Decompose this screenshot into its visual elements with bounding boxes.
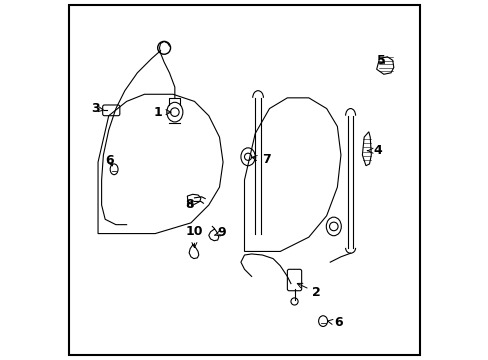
Text: 6: 6 [327,316,342,329]
Text: 9: 9 [214,226,226,239]
Text: 3: 3 [91,102,103,115]
Text: 8: 8 [185,198,194,211]
Text: 1: 1 [153,105,171,119]
Text: 4: 4 [366,144,381,157]
Text: 5: 5 [376,54,385,67]
Text: 2: 2 [297,283,321,299]
Text: 10: 10 [185,225,203,248]
Text: 7: 7 [251,153,270,166]
Text: 6: 6 [105,154,114,167]
